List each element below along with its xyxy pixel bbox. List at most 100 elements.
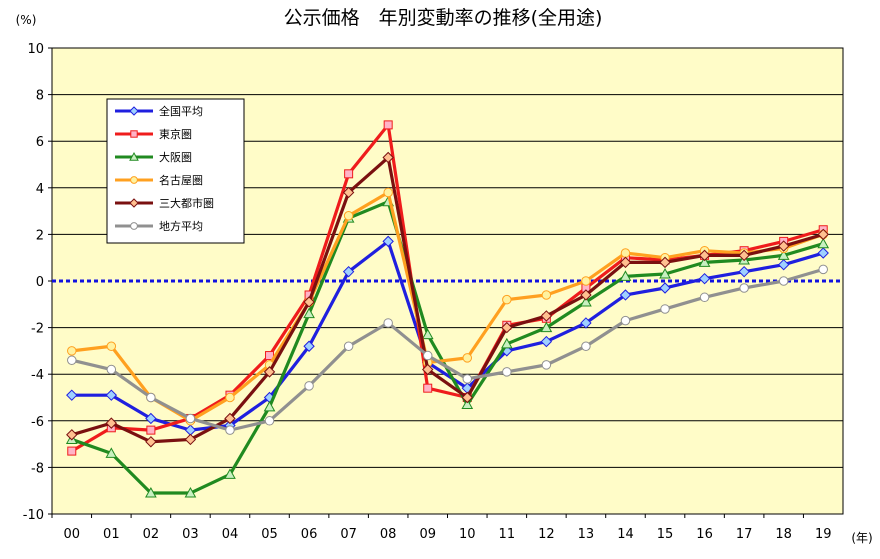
data-point — [66, 389, 78, 401]
data-point — [777, 258, 790, 271]
series-group — [65, 120, 830, 498]
legend-label: 東京圏 — [159, 127, 192, 141]
data-point — [67, 446, 77, 456]
data-point — [225, 392, 235, 403]
x-unit-label: (年) — [851, 531, 872, 545]
data-point — [462, 353, 473, 363]
data-point — [106, 341, 117, 351]
data-point — [501, 321, 513, 334]
data-point — [343, 211, 354, 221]
data-point — [263, 400, 276, 412]
series-line — [71, 200, 824, 495]
data-point — [383, 318, 393, 328]
y-tick-label: 0 — [36, 275, 44, 290]
y-tick-label: -8 — [31, 461, 44, 476]
data-point — [422, 363, 434, 376]
data-point — [461, 398, 474, 409]
data-point — [541, 360, 552, 370]
x-axis: 00 01 02 03 04 05 06 07 08 09 10 11 12 13 14 15 16 17 18 19 — [51, 514, 832, 542]
x-tick-label: 14 — [617, 527, 634, 542]
data-point — [778, 276, 789, 286]
data-point — [540, 321, 553, 333]
x-tick-label: 19 — [815, 527, 832, 542]
legend-swatch-marker — [130, 130, 138, 138]
data-point — [105, 389, 118, 401]
data-point — [383, 187, 393, 198]
data-point — [659, 267, 671, 279]
data-point — [184, 487, 197, 498]
data-point — [303, 296, 315, 308]
data-point — [777, 240, 790, 252]
data-point — [462, 374, 473, 384]
y-tick-label: -2 — [31, 322, 44, 337]
data-point — [619, 256, 632, 269]
data-point — [342, 265, 355, 278]
data-point — [698, 249, 711, 262]
data-point — [461, 391, 473, 404]
x-tick-label: 13 — [578, 527, 595, 542]
data-point — [818, 264, 828, 275]
data-point — [145, 487, 157, 498]
x-tick-label: 11 — [499, 527, 516, 542]
x-tick-label: 15 — [657, 527, 674, 542]
x-tick-label: 10 — [459, 527, 476, 542]
data-point — [540, 310, 553, 322]
x-tick-label: 05 — [261, 527, 278, 542]
data-point — [698, 272, 711, 285]
data-point — [264, 416, 275, 426]
data-point — [698, 256, 711, 267]
data-point — [382, 235, 394, 248]
data-point — [659, 256, 671, 269]
data-point — [660, 304, 670, 314]
data-point — [738, 249, 750, 262]
data-point — [581, 341, 591, 351]
data-point — [383, 120, 393, 130]
x-tick-label: 12 — [538, 527, 555, 542]
data-point — [422, 350, 433, 361]
data-point — [184, 433, 197, 446]
data-point — [540, 335, 553, 348]
legend-swatch-marker — [129, 106, 139, 116]
data-point — [580, 295, 592, 307]
data-point — [342, 186, 355, 199]
y-tick-label: -10 — [23, 508, 44, 523]
series-地方平均 — [67, 264, 828, 435]
data-point — [699, 292, 710, 303]
data-point — [502, 294, 512, 305]
y-tick-label: 8 — [36, 89, 44, 104]
data-point — [500, 337, 513, 349]
data-point — [423, 383, 433, 393]
x-tick-label: 06 — [301, 527, 318, 542]
data-point — [224, 468, 236, 479]
series-三大都市圏 — [66, 151, 829, 448]
x-tick-label: 18 — [775, 527, 792, 542]
legend-label: 名古屋圏 — [159, 173, 203, 187]
data-point — [619, 270, 632, 281]
series-line — [71, 190, 824, 423]
x-tick-label: 16 — [696, 527, 713, 542]
data-point — [67, 346, 77, 356]
data-point — [344, 169, 354, 179]
data-point — [303, 307, 315, 319]
x-tick-label: 00 — [64, 527, 81, 542]
data-point — [224, 412, 236, 425]
x-tick-label: 04 — [222, 527, 239, 542]
x-tick-label: 03 — [182, 527, 199, 542]
legend-swatch-marker — [129, 151, 139, 161]
chart-title: 公示価格 年別変動率の推移(全用途) — [284, 7, 603, 29]
data-point — [580, 289, 592, 301]
data-point — [145, 436, 157, 448]
legend-swatch-marker — [129, 198, 139, 208]
data-point — [106, 364, 117, 375]
legend-label: 三大都市圏 — [159, 196, 214, 210]
legend-box — [106, 98, 245, 244]
data-point — [817, 247, 829, 259]
series-line — [71, 239, 824, 432]
data-point — [421, 328, 434, 340]
data-point — [303, 340, 315, 352]
legend-swatch-marker — [130, 176, 138, 184]
y-unit-label: (%) — [16, 13, 37, 27]
data-point — [659, 282, 671, 294]
